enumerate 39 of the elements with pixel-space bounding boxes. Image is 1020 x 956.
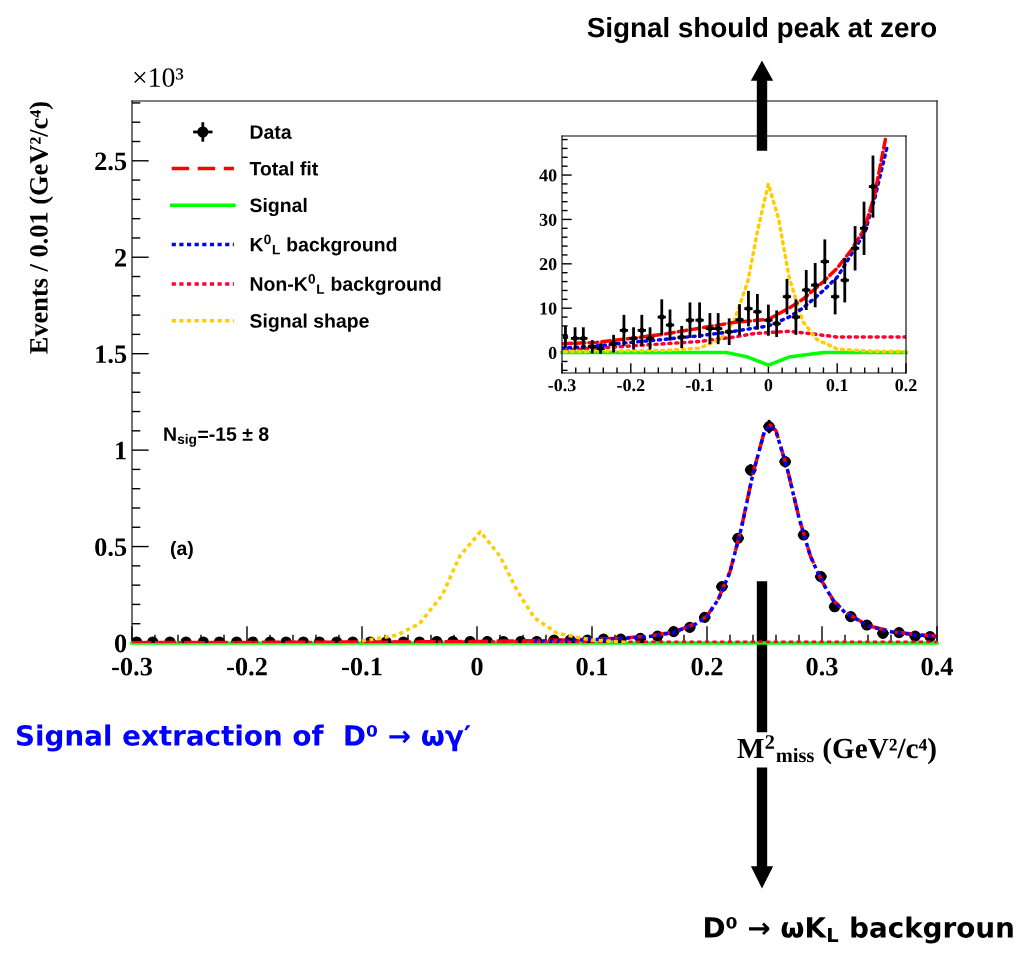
y-tick-label: 1.5: [96, 345, 127, 364]
legend-label: K$^{0}$$_{L}$ background: [250, 234, 397, 256]
y-tick-label: 1: [116, 441, 126, 460]
y-tick-label: 0: [548, 346, 557, 360]
x-tick-label: -0.3: [112, 657, 152, 676]
annotation: (a): [170, 540, 193, 560]
x-tick-label: 0.3: [806, 657, 838, 676]
y-tick-label: 30: [539, 213, 557, 226]
y-tick-label: 2: [115, 248, 126, 267]
y-tick-label: 10: [540, 302, 557, 315]
y-tick-label: 2.5: [95, 152, 127, 171]
text: ×10³: [134, 68, 184, 87]
x-tick-label: -0.1: [685, 379, 713, 392]
y-tick-label: 40: [539, 169, 557, 182]
x-tick-label: -0.2: [617, 379, 645, 392]
x-tick-label: -0.1: [342, 657, 382, 676]
legend-label: Signal: [250, 197, 307, 217]
text: Signal extraction of D⁰ → ωγ′: [16, 724, 471, 752]
y-tick-label: 20: [539, 258, 557, 271]
x-tick-label: 0.2: [691, 657, 723, 676]
x-tick-label: -0.3: [548, 379, 576, 392]
y-tick-label: 0: [114, 634, 127, 653]
text: D⁰ → ωK$_{L}$ backgroun: [705, 916, 1013, 944]
x-tick-label: 0: [471, 657, 483, 676]
legend-label: Non-K$^{0}$$_{L}$ background: [250, 274, 441, 295]
annotation: N$_{sig}$=-15 ± 8: [164, 427, 269, 447]
x-tick-label: -0.2: [227, 657, 267, 676]
x-tick-label: 0.2: [895, 379, 917, 392]
y-axis-title: Events / 0.01 (GeV²/c⁴): [29, 102, 54, 354]
legend-label: Data: [250, 125, 292, 139]
x-tick-label: 0.1: [826, 379, 848, 392]
x-tick-label: 0.1: [576, 657, 608, 676]
x-tick-label: 0.4: [921, 657, 953, 676]
text: Signal should peak at zero: [587, 16, 937, 44]
legend-label: Total fit: [249, 161, 319, 176]
x-tick-label: 0: [764, 379, 773, 392]
y-tick-label: 0.5: [95, 538, 127, 557]
x-axis-title: M$^{2}$$_{miss}$ (GeV²/c⁴): [737, 735, 936, 765]
legend-label: Signal shape: [250, 313, 369, 332]
